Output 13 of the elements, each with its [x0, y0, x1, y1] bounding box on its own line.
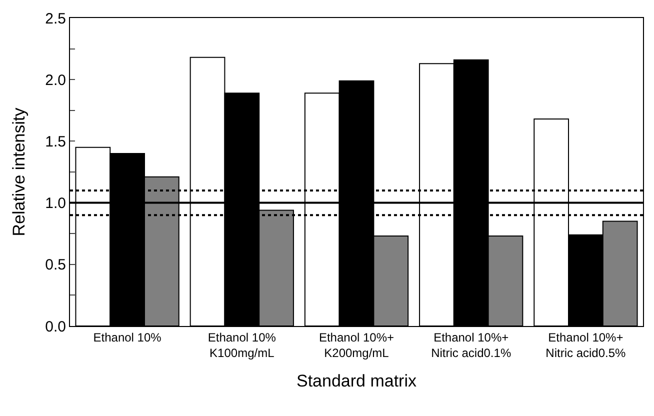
x-tick-label: Ethanol 10%+ K200mg/mL: [318, 330, 394, 360]
y-tick-label: 0.0: [45, 318, 66, 336]
x-tick-label: Ethanol 10%+ Nitric acid0.1%: [431, 330, 512, 360]
y-tick-label: 2.0: [45, 72, 66, 89]
x-tick-label: Ethanol 10%: [93, 330, 162, 344]
y-tick-label: 1.0: [45, 195, 66, 212]
y-tick-label: 2.5: [45, 10, 66, 28]
y-tick-label: 0.5: [45, 256, 66, 274]
y-tick-label: 1.5: [45, 133, 66, 150]
x-tick-label: Ethanol 10%+ Nitric acid0.5%: [546, 330, 626, 360]
x-axis-title: Standard matrix: [296, 371, 417, 390]
y-axis-title: Relative intensity: [10, 107, 29, 236]
x-tick-label: Ethanol 10% K100mg/mL: [208, 330, 276, 360]
